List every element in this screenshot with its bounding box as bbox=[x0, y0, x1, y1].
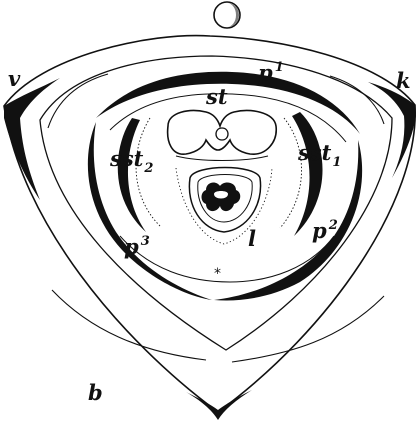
label-p2-base: p bbox=[312, 218, 327, 243]
label-k: k bbox=[396, 68, 411, 93]
label-star: * bbox=[214, 266, 221, 282]
label-sst1-sub: 1 bbox=[332, 155, 341, 170]
bract-fold-right bbox=[329, 75, 385, 125]
label-sst1: sst1 bbox=[297, 140, 341, 170]
bract-fold-lower-left bbox=[51, 289, 207, 361]
outer-bract-left-tip bbox=[4, 78, 60, 200]
perianth-p1 bbox=[96, 71, 360, 134]
perianth-inner-line bbox=[109, 93, 347, 143]
labellum-inner bbox=[197, 174, 253, 223]
label-p1-sup: 1 bbox=[275, 60, 284, 75]
labellum-stipple bbox=[175, 167, 273, 245]
stamen-connective bbox=[215, 127, 229, 141]
axis-dot-shading bbox=[227, 3, 239, 27]
label-p3-base: p bbox=[124, 234, 139, 259]
staminode-sst1 bbox=[292, 112, 323, 236]
label-sst2-base: sst bbox=[109, 146, 144, 171]
staminode-sst2-inner bbox=[135, 117, 161, 227]
label-l: l bbox=[248, 226, 256, 251]
staminode-sst1-inner bbox=[279, 117, 302, 229]
outer-bract-bottom-tip bbox=[186, 390, 252, 420]
perianth-inner-line-bottom bbox=[119, 235, 335, 283]
stamen-base-line bbox=[175, 155, 269, 161]
axis-dot bbox=[213, 1, 241, 29]
label-sst2: sst2 bbox=[109, 146, 153, 176]
label-p1-base: p bbox=[258, 60, 273, 85]
label-p2-sup: 2 bbox=[328, 218, 338, 233]
perianth-p2 bbox=[214, 140, 363, 301]
label-sst1-base: sst bbox=[297, 140, 332, 165]
bract-fold-lower-right bbox=[231, 295, 385, 363]
label-p3-sup: 3 bbox=[141, 234, 150, 249]
bract-fold-left bbox=[47, 73, 109, 129]
staminode-sst2 bbox=[117, 118, 146, 232]
label-sst2-sub: 2 bbox=[143, 161, 153, 176]
outer-bract-right-tip bbox=[368, 82, 416, 178]
ovary-center bbox=[214, 191, 228, 199]
stamen-anther bbox=[166, 109, 277, 155]
label-b: b bbox=[88, 380, 103, 405]
label-v: v bbox=[8, 66, 21, 91]
label-st: st bbox=[205, 84, 228, 109]
inner-bract bbox=[39, 55, 393, 351]
outer-bract bbox=[3, 34, 416, 413]
